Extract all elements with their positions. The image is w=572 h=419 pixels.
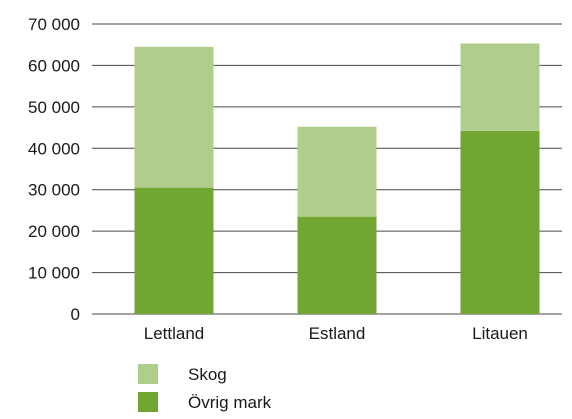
y-tick-label: 70 000 (28, 15, 80, 34)
bar-litauen-series-1 (460, 43, 540, 131)
y-tick-label: 50 000 (28, 98, 80, 117)
bar-litauen-series-0 (460, 130, 540, 314)
x-axis-labels: Lettland Estland Litauen (144, 324, 528, 343)
bar-lettland-series-0 (134, 187, 214, 314)
x-category-label: Lettland (144, 324, 205, 343)
y-tick-label: 20 000 (28, 222, 80, 241)
y-tick-label: 30 000 (28, 181, 80, 200)
legend-label: Övrig mark (188, 393, 272, 412)
y-tick-label: 10 000 (28, 264, 80, 283)
legend-swatch (138, 364, 158, 384)
bar-estland-series-0 (297, 216, 377, 314)
bars (134, 43, 540, 314)
legend-label: Skog (188, 365, 227, 384)
legend-swatch (138, 392, 158, 412)
bar-lettland-series-1 (134, 46, 214, 188)
x-category-label: Litauen (472, 324, 528, 343)
y-tick-label: 40 000 (28, 139, 80, 158)
legend: Skog Övrig mark (138, 364, 272, 412)
y-axis-ticks: 0 10 000 20 000 30 000 40 000 50 000 60 000 70 … (28, 15, 80, 324)
y-tick-label: 60 000 (28, 56, 80, 75)
y-tick-label: 0 (71, 305, 80, 324)
bar-estland-series-1 (297, 126, 377, 217)
x-category-label: Estland (309, 324, 366, 343)
